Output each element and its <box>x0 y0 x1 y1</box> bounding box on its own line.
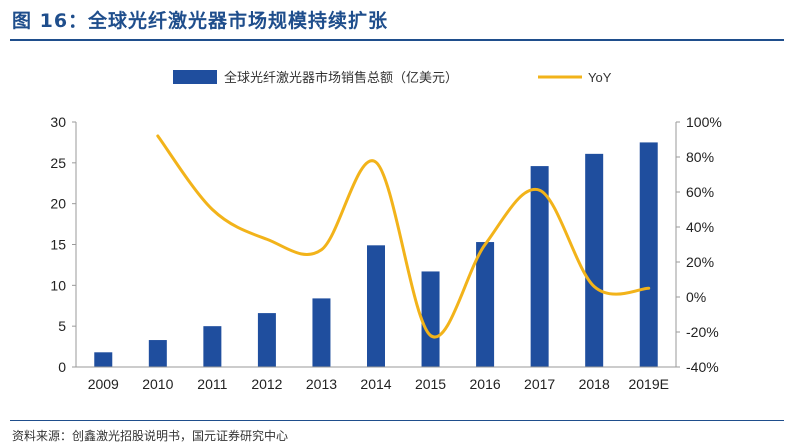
bar-2018 <box>585 153 604 367</box>
bar-2013 <box>312 298 331 367</box>
x-tick-label: 2010 <box>142 376 173 392</box>
x-tick-label: 2013 <box>306 376 337 392</box>
x-tick-label: 2012 <box>251 376 282 392</box>
bar-2014 <box>367 245 385 367</box>
x-tick-label: 2017 <box>524 376 555 392</box>
y-left-tick-label: 30 <box>50 114 66 130</box>
y-right-tick-label: -20% <box>686 324 719 340</box>
bar-2015 <box>421 271 440 367</box>
x-tick-label: 2019E <box>628 376 668 392</box>
y-right-tick-label: -40% <box>686 359 719 375</box>
legend-bar-label: 全球光纤激光器市场销售总额（亿美元） <box>224 70 458 85</box>
bar-series <box>94 142 658 367</box>
bar-2017 <box>530 166 549 367</box>
y-left-tick-label: 0 <box>58 359 66 375</box>
y-left-tick-label: 20 <box>50 196 66 212</box>
y-right-tick-label: 100% <box>686 114 722 130</box>
title-divider <box>10 39 784 41</box>
yoy-line <box>156 134 651 339</box>
x-tick-label: 2011 <box>197 376 227 392</box>
bar-2016 <box>476 242 495 367</box>
source-note: 资料来源：创鑫激光招股说明书，国元证券研究中心 <box>12 429 289 443</box>
legend-bar-swatch <box>173 70 217 84</box>
bar-2012 <box>257 313 276 367</box>
legend-line-label: YoY <box>588 70 612 85</box>
bar-2009 <box>94 352 113 367</box>
footer-divider <box>10 420 784 421</box>
y-left-tick-label: 25 <box>50 155 66 171</box>
bar-2010 <box>148 340 167 367</box>
y-right-tick-label: 20% <box>686 254 714 270</box>
y-right-tick-label: 0% <box>686 289 706 305</box>
y-left-tick-label: 5 <box>58 318 66 334</box>
x-tick-label: 2015 <box>415 376 446 392</box>
legend: 全球光纤激光器市场销售总额（亿美元） YoY <box>173 70 612 85</box>
axes: 0 5 10 15 20 25 30 -40% -20% 0% 20% 40% 60% 80% 100% 20… <box>50 114 721 392</box>
y-right-tick-label: 40% <box>686 219 714 235</box>
chart-canvas: 全球光纤激光器市场销售总额（亿美元） YoY 0 5 10 15 20 25 30 -40% -… <box>50 70 722 392</box>
bar-2019E <box>639 142 658 367</box>
x-tick-label: 2016 <box>470 376 501 392</box>
x-tick-label: 2018 <box>579 376 610 392</box>
y-left-tick-label: 15 <box>50 237 66 253</box>
yoy-series <box>156 134 651 339</box>
x-tick-label: 2009 <box>88 376 119 392</box>
x-tick-label: 2014 <box>360 376 391 392</box>
bar-2011 <box>203 326 222 367</box>
y-right-tick-label: 80% <box>686 149 714 165</box>
y-left-tick-label: 10 <box>50 277 66 293</box>
y-right-tick-label: 60% <box>686 184 714 200</box>
figure-title: 图 16：全球光纤激光器市场规模持续扩张 <box>12 10 389 32</box>
